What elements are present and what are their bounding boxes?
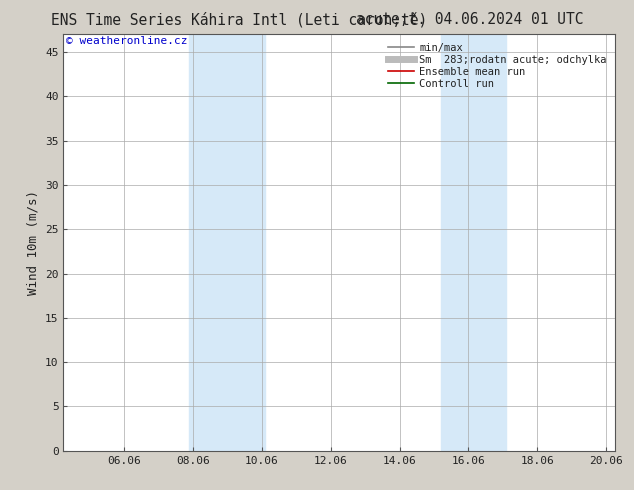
Bar	[441, 34, 507, 451]
Bar	[189, 34, 265, 451]
Text: acute;t. 04.06.2024 01 UTC: acute;t. 04.06.2024 01 UTC	[356, 12, 583, 27]
Legend: min/max, Sm  283;rodatn acute; odchylka, Ensemble mean run, Controll run: min/max, Sm 283;rodatn acute; odchylka, …	[385, 40, 610, 92]
Text: ENS Time Series Káhira Intl (Leti caron;tě): ENS Time Series Káhira Intl (Leti caron;…	[51, 12, 427, 28]
Y-axis label: Wind 10m (m/s): Wind 10m (m/s)	[27, 190, 39, 295]
Text: © weatheronline.cz: © weatheronline.cz	[66, 36, 188, 47]
